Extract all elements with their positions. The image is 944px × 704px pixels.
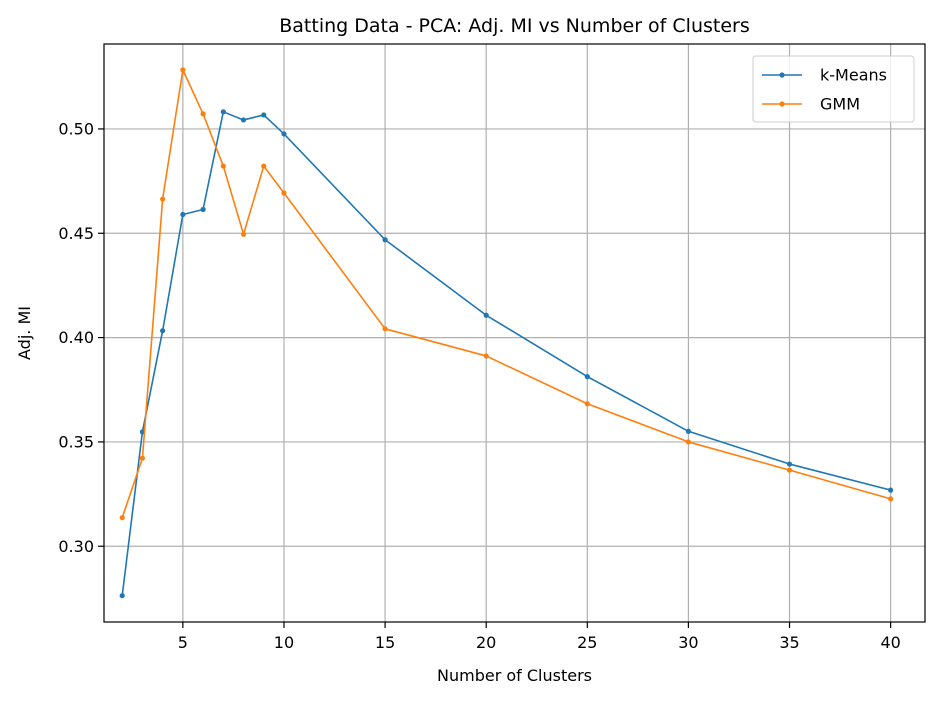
legend-swatch-marker bbox=[779, 101, 785, 107]
legend-box bbox=[752, 55, 915, 123]
x-tick-label: 30 bbox=[678, 633, 698, 652]
legend-label: GMM bbox=[820, 95, 860, 114]
legend: k-Means GMM bbox=[752, 55, 915, 123]
y-tick-label: 0.40 bbox=[58, 328, 94, 347]
data-point-gmm bbox=[685, 439, 692, 445]
x-tick-label: 10 bbox=[274, 633, 294, 652]
legend-entries: k-Means GMM bbox=[762, 66, 887, 114]
data-point-k-means bbox=[200, 206, 206, 213]
series-gmm bbox=[119, 67, 894, 521]
x-tick-label: 15 bbox=[375, 633, 395, 652]
plot-frame bbox=[103, 43, 926, 623]
legend-swatch-marker bbox=[779, 72, 785, 78]
data-point-k-means bbox=[382, 237, 388, 243]
data-point-k-means bbox=[483, 312, 489, 318]
data-point-k-means bbox=[119, 593, 125, 599]
data-point-gmm bbox=[281, 190, 287, 196]
data-point-k-means bbox=[584, 374, 590, 380]
data-point-k-means bbox=[888, 487, 894, 493]
data-point-gmm bbox=[200, 111, 206, 117]
y-tick-label: 0.35 bbox=[58, 432, 94, 451]
series-line-gmm bbox=[121, 69, 891, 518]
legend-label: k-Means bbox=[820, 66, 887, 85]
data-point-gmm bbox=[584, 401, 590, 407]
data-point-k-means bbox=[240, 117, 247, 123]
data-point-gmm bbox=[786, 467, 793, 473]
data-point-k-means bbox=[786, 461, 793, 467]
legend-entry-k-means: k-Means bbox=[762, 66, 887, 85]
x-tick-label: 35 bbox=[779, 633, 799, 652]
data-point-k-means bbox=[281, 131, 287, 137]
chart-title: Batting Data - PCA: Adj. MI vs Number of… bbox=[279, 15, 749, 37]
data-point-gmm bbox=[240, 231, 247, 237]
series-layer bbox=[119, 67, 894, 599]
data-point-k-means bbox=[685, 428, 692, 434]
data-point-gmm bbox=[119, 515, 125, 521]
x-tick-label: 40 bbox=[880, 633, 900, 652]
series-k-means bbox=[119, 109, 894, 599]
x-axis-label: Number of Clusters bbox=[437, 666, 592, 685]
y-tick-label: 0.30 bbox=[58, 537, 94, 556]
data-point-gmm bbox=[483, 353, 489, 359]
data-point-gmm bbox=[261, 163, 267, 169]
data-point-k-means bbox=[160, 328, 166, 334]
y-axis-ticks: 0.30 0.35 0.40 0.45 0.50 bbox=[58, 119, 104, 556]
data-point-gmm bbox=[220, 163, 226, 169]
x-tick-label: 20 bbox=[476, 633, 496, 652]
data-point-gmm bbox=[180, 67, 186, 73]
data-point-gmm bbox=[139, 455, 146, 461]
y-tick-label: 0.45 bbox=[58, 224, 94, 243]
series-line-k-means bbox=[121, 111, 891, 596]
data-point-k-means bbox=[261, 112, 267, 118]
data-point-gmm bbox=[888, 496, 894, 502]
data-point-gmm bbox=[160, 196, 166, 202]
data-point-k-means bbox=[180, 211, 186, 218]
x-tick-label: 25 bbox=[577, 633, 597, 652]
data-point-k-means bbox=[220, 109, 226, 115]
x-tick-label: 5 bbox=[178, 633, 188, 652]
legend-entry-gmm: GMM bbox=[762, 95, 860, 114]
y-tick-label: 0.50 bbox=[58, 119, 94, 138]
x-axis-ticks: 5 10 15 20 25 30 35 40 bbox=[178, 622, 901, 652]
data-point-gmm bbox=[382, 326, 388, 332]
grid-layer bbox=[104, 44, 925, 622]
y-axis-label: Adj. MI bbox=[15, 306, 34, 360]
